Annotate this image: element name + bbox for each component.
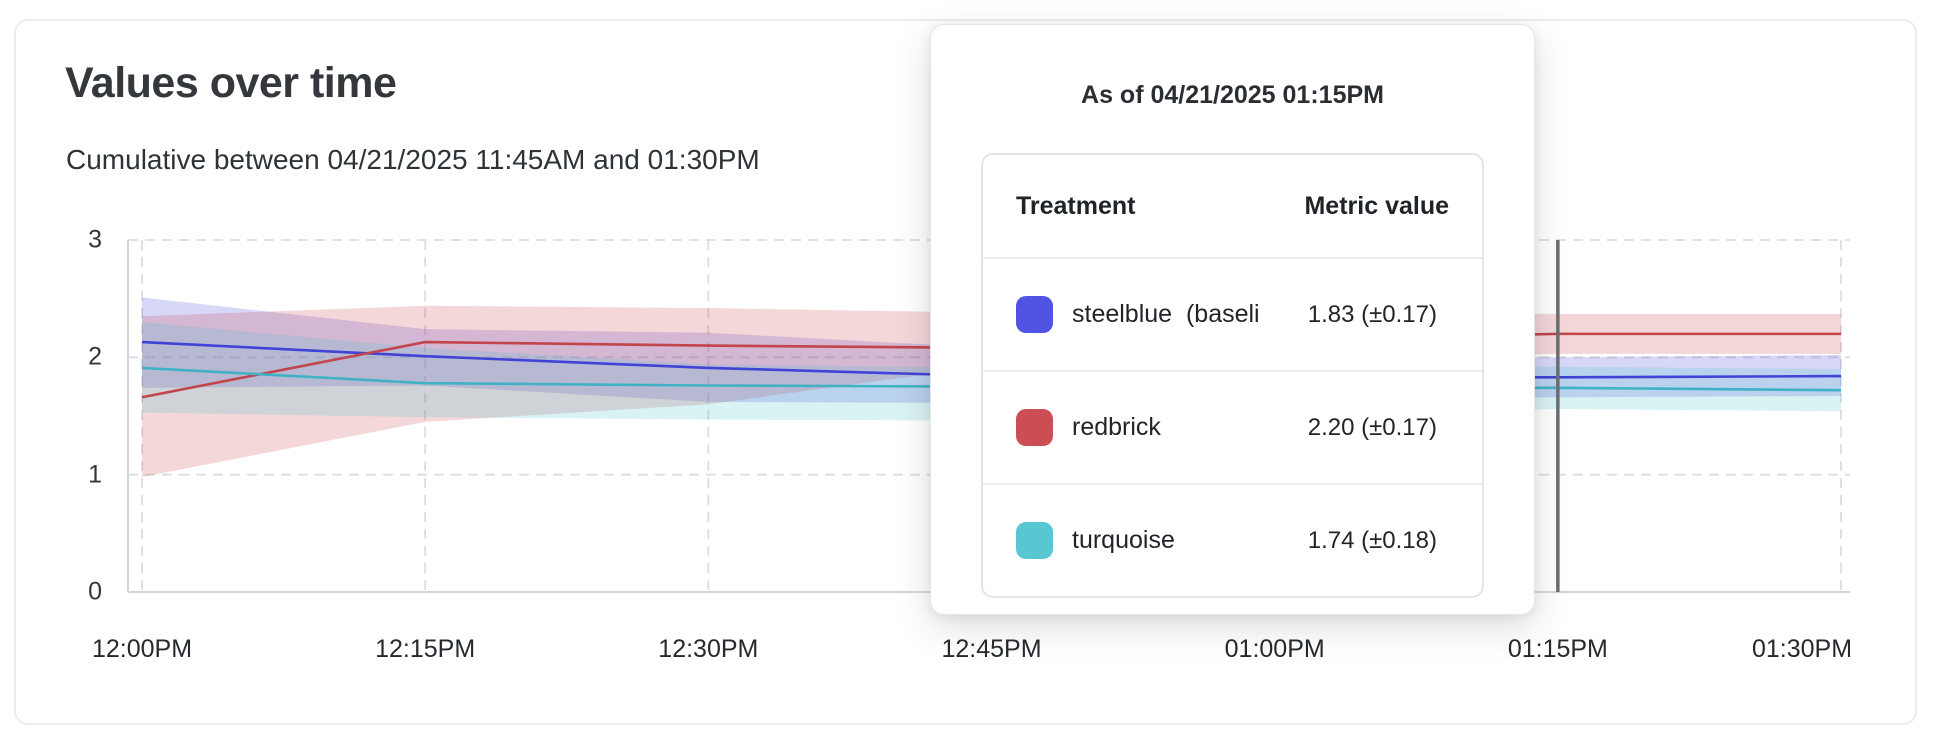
tooltip-table: Treatment Metric value steelblue (baseli…	[981, 153, 1484, 598]
metric-value: 1.83 (±0.17)	[1307, 301, 1437, 328]
y-tick-label: 2	[88, 342, 102, 371]
x-tick-label: 12:15PM	[375, 635, 476, 663]
redbrick-color-swatch	[1016, 409, 1053, 446]
page-title: Values over time	[65, 59, 397, 107]
y-tick-label: 3	[88, 225, 102, 254]
y-axis-labels: 0 1 2 3	[0, 0, 102, 750]
y-tick-label: 1	[88, 460, 102, 489]
steelblue-color-swatch	[1016, 296, 1053, 333]
x-tick-label: 12:00PM	[91, 635, 193, 663]
x-tick-label: 12:45PM	[941, 635, 1042, 663]
chart-tooltip: As of 04/21/2025 01:15PM Treatment Metri…	[930, 24, 1535, 615]
tooltip-row-turquoise: turquoise 1.74 (±0.18)	[983, 483, 1482, 596]
tooltip-row-redbrick: redbrick 2.20 (±0.17)	[983, 370, 1482, 483]
page-subtitle: Cumulative between 04/21/2025 11:45AM an…	[66, 144, 760, 175]
treatment-name: redbrick	[1072, 413, 1161, 441]
x-tick-label: 01:30PM	[1751, 635, 1853, 663]
x-tick-label: 01:00PM	[1224, 635, 1325, 663]
tooltip-col-metric-value: Metric value	[1304, 192, 1449, 220]
tooltip-title: As of 04/21/2025 01:15PM	[1081, 81, 1384, 109]
turquoise-color-swatch	[1016, 522, 1053, 559]
tooltip-table-header: Treatment Metric value	[983, 155, 1482, 257]
y-tick-label: 0	[88, 577, 102, 606]
tooltip-row-steelblue: steelblue (baseli 1.83 (±0.17)	[983, 257, 1482, 370]
metric-value: 1.74 (±0.18)	[1307, 527, 1437, 554]
x-tick-label: 01:15PM	[1507, 635, 1608, 663]
x-tick-label: 12:30PM	[658, 635, 759, 663]
x-axis-labels: 12:00PM 12:15PM 12:30PM 12:45PM 01:00PM 01:15…	[0, 634, 1944, 674]
treatment-name: steelblue (baseli	[1072, 300, 1260, 328]
tooltip-col-treatment: Treatment	[1016, 192, 1136, 220]
metric-value: 2.20 (±0.17)	[1307, 414, 1437, 441]
treatment-name: turquoise	[1072, 526, 1175, 554]
